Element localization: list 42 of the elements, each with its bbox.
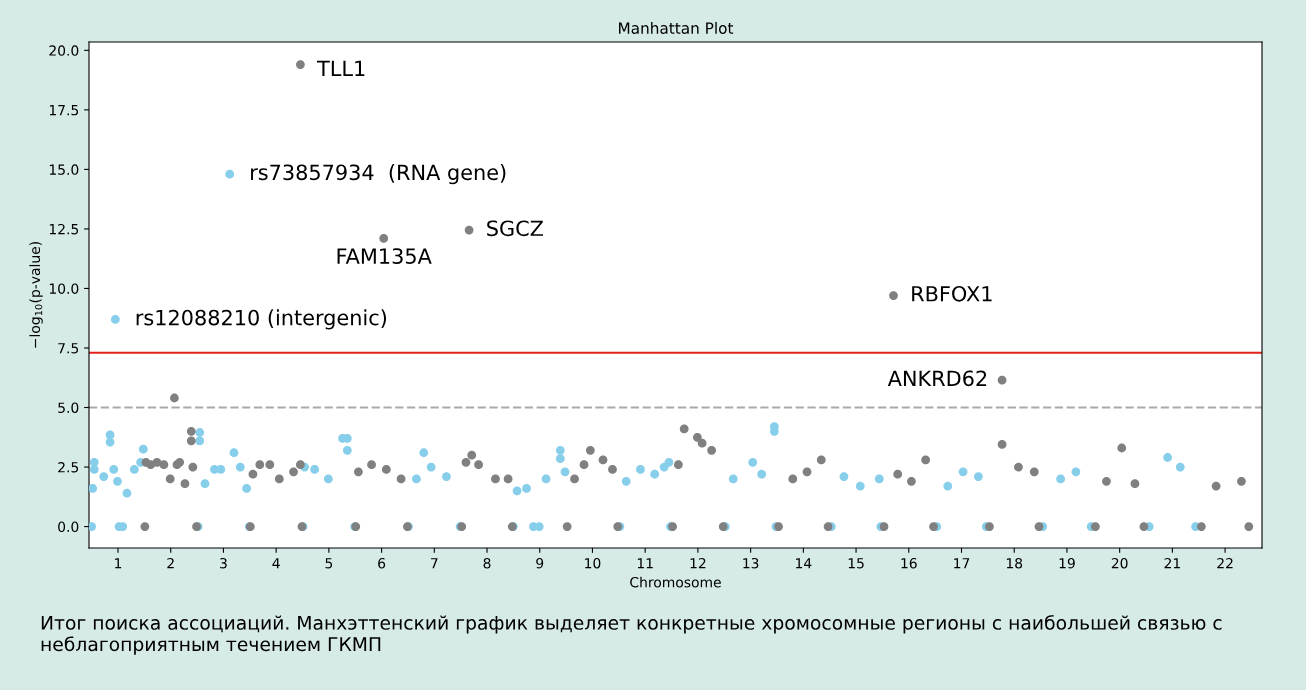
y-tick-label: 12.5 — [49, 223, 79, 235]
x-tick-label: 19 — [1059, 557, 1075, 569]
y-tick-label: 17.5 — [49, 105, 79, 116]
x-tick-label: 15 — [848, 558, 864, 569]
x-tick-label: 5 — [325, 558, 333, 569]
annotation: rs73857934 (RNA gene) — [251, 164, 506, 185]
x-tick-label: 8 — [483, 557, 491, 569]
x-tick-label: 12 — [690, 557, 706, 569]
x-tick-label: 4 — [272, 558, 280, 569]
x-tick-label: 14 — [796, 558, 812, 569]
x-tick-label: 7 — [431, 558, 438, 569]
text: Итог поиска ассоциаций. Манхэттенский график выделяет конкретные хромосомные регионы с наибольшей связью с неблагоприятным течением ГКМП — [41, 615, 1222, 655]
x-tick-label: 1 — [115, 558, 122, 569]
x-tick-label: 9 — [536, 557, 544, 569]
x-axis-title: Chromosome — [630, 576, 721, 588]
y-tick-label: 5.0 — [58, 402, 79, 413]
x-tick-label: 2 — [167, 557, 174, 569]
x-tick-label: 22 — [1217, 557, 1233, 569]
x-tick-label: 17 — [954, 558, 970, 569]
x-tick-label: 13 — [743, 557, 759, 569]
x-tick-label: 11 — [637, 558, 653, 569]
y-tick-label: 2.5 — [58, 462, 79, 473]
x-tick-label: 20 — [1111, 557, 1128, 569]
chart-title: Manhattan Plot — [619, 22, 734, 34]
y-tick-label: 15.0 — [49, 164, 79, 175]
annotation: RBFOX1 — [912, 285, 992, 302]
y-tick-label: 20.0 — [49, 45, 79, 56]
annotation: rs12088210 (intergenic) — [136, 309, 387, 330]
annotation: ANKRD62 — [887, 370, 987, 387]
y-tick-label: 7.5 — [58, 343, 79, 354]
y-axis-title: −log$_{10}$(p-value) — [29, 242, 43, 348]
annotation: TLL1 — [317, 60, 365, 76]
annotation: SGCZ — [487, 220, 544, 237]
annotation: FAM135A — [337, 248, 432, 264]
x-tick-label: 6 — [378, 557, 386, 569]
x-tick-label: 10 — [585, 557, 601, 569]
x-tick-label: 3 — [220, 557, 227, 569]
y-tick-label: 0.0 — [58, 521, 79, 533]
x-tick-label: 21 — [1164, 557, 1180, 569]
x-tick-label: 16 — [901, 557, 917, 569]
y-tick-label: 10.0 — [49, 283, 79, 294]
x-tick-label: 18 — [1006, 557, 1023, 569]
